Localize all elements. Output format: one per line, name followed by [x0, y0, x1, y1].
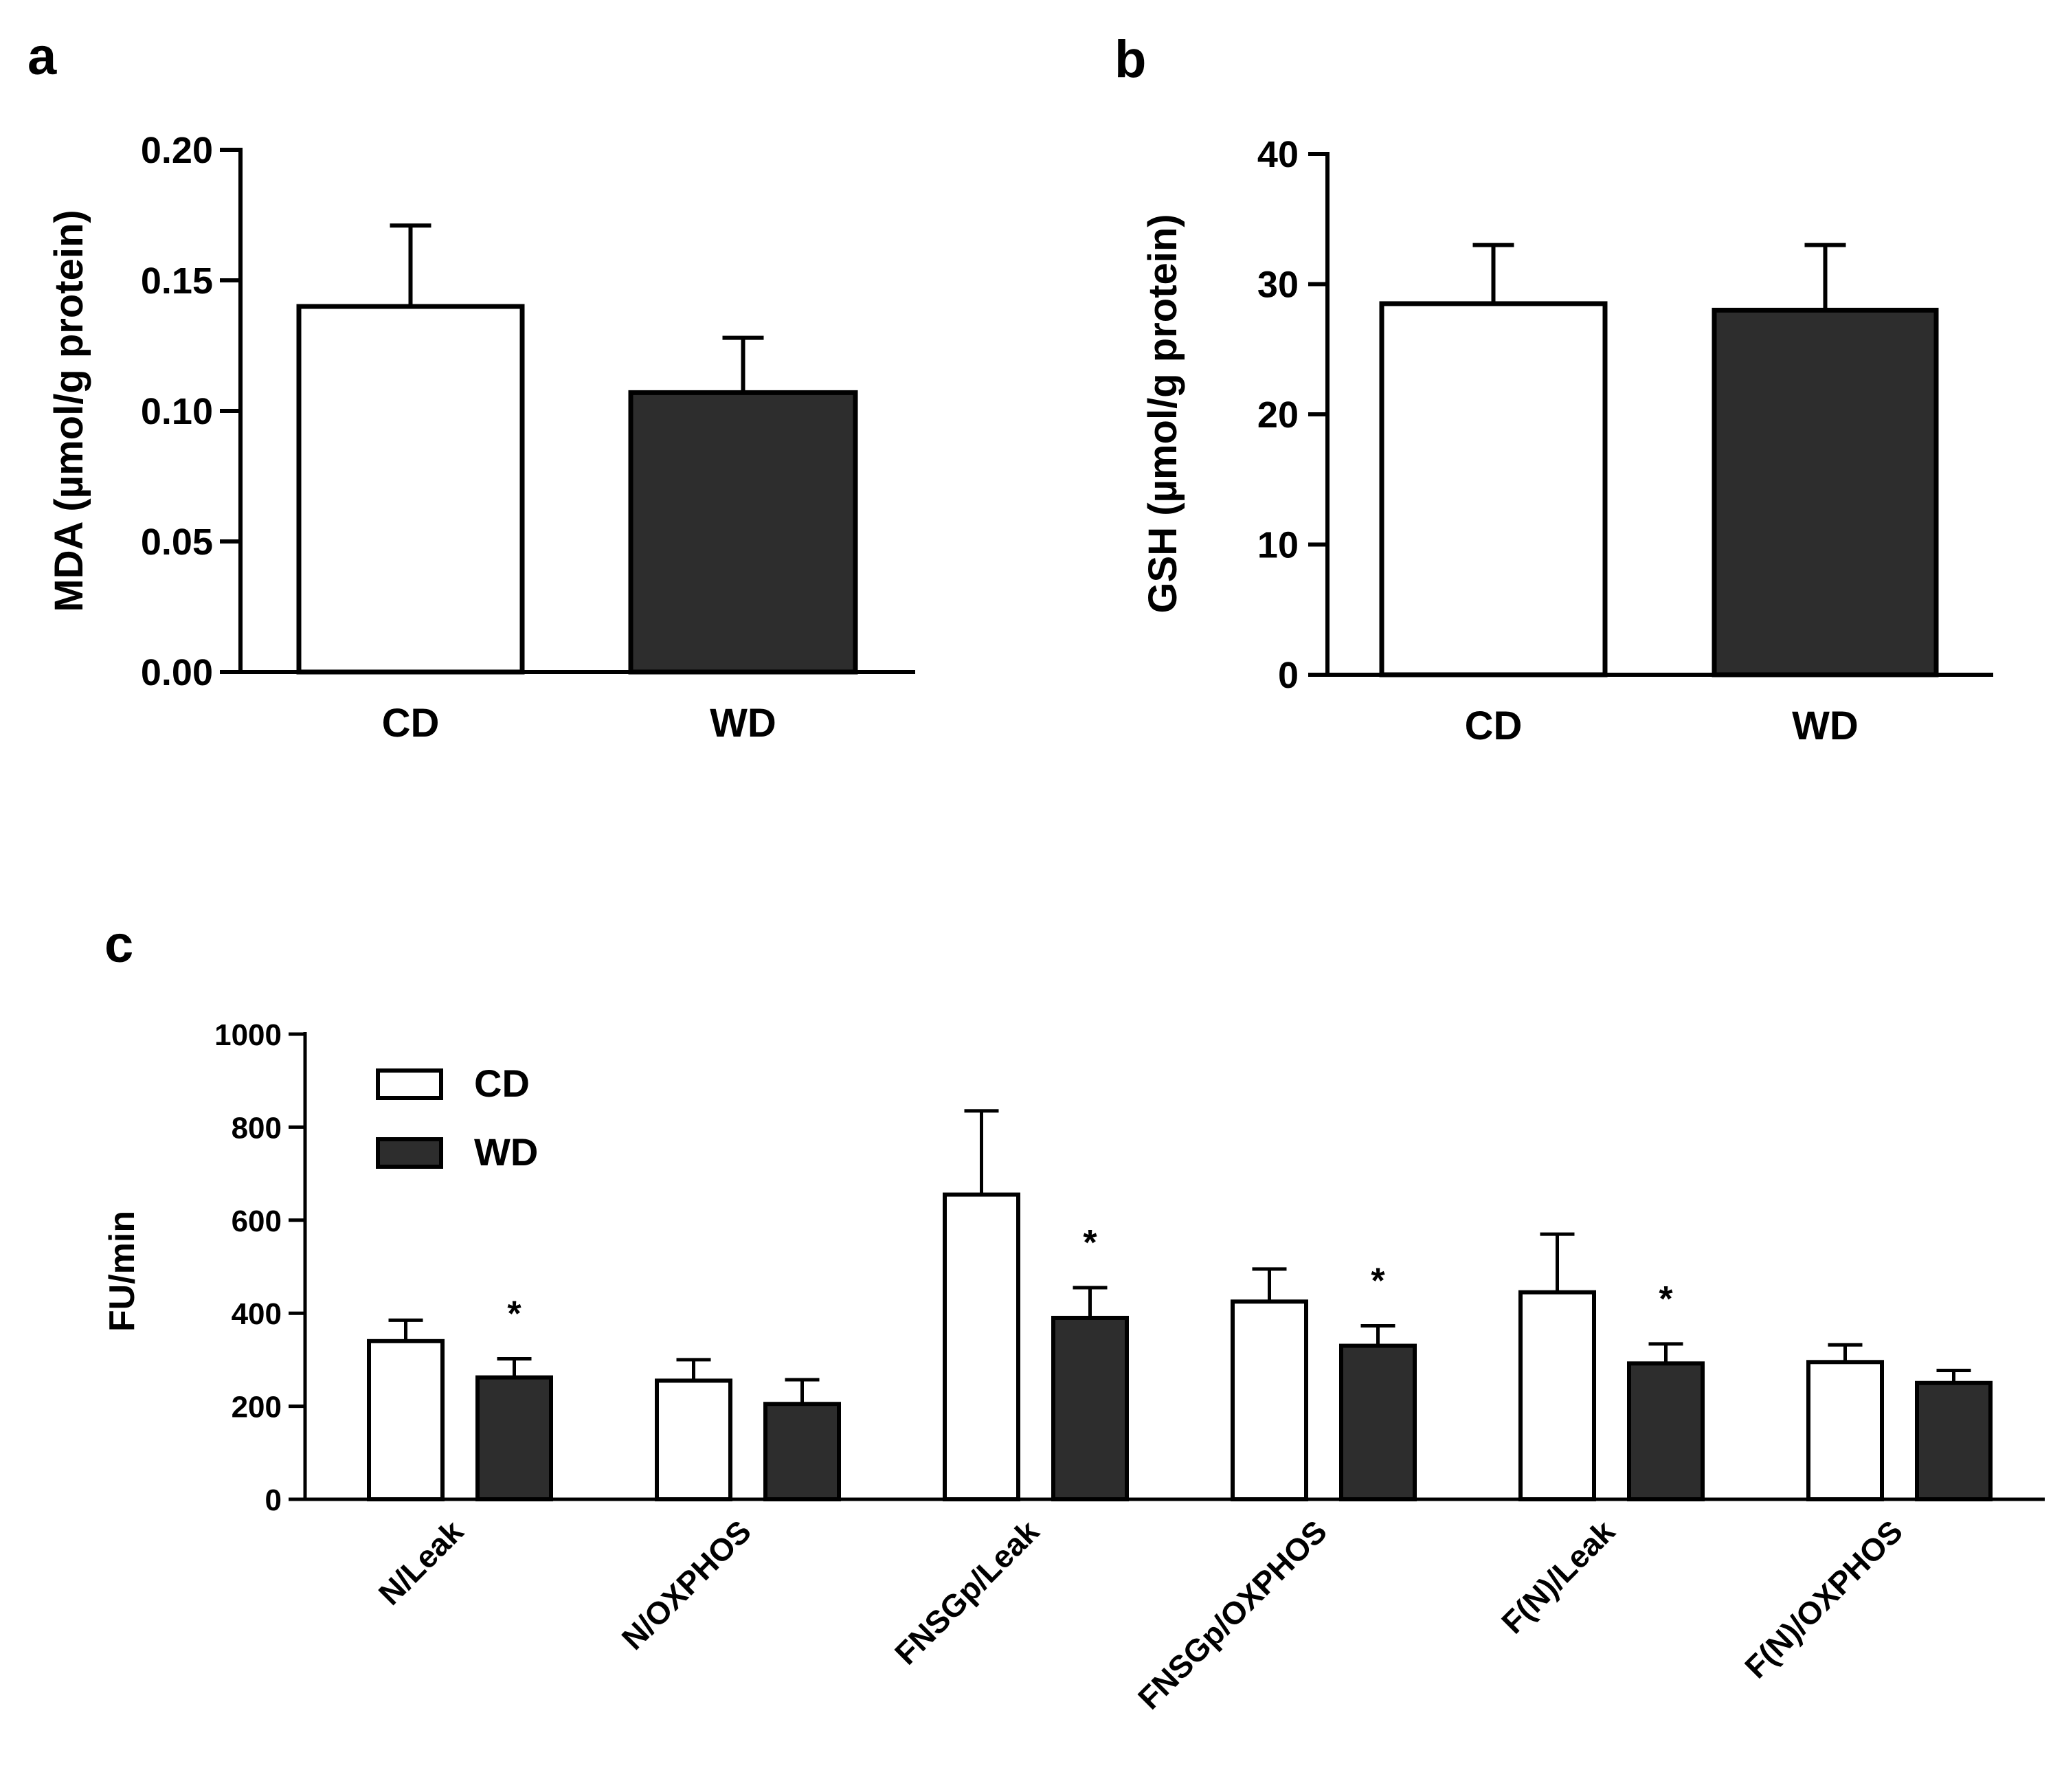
- panel-b-y-axis-title: GSH (µmol/g protein): [1141, 214, 1185, 613]
- panel-c-category-label: N/OXPHOS: [615, 1513, 758, 1656]
- panel-a-y-tick-label: 0.05: [141, 522, 213, 563]
- panel-c-category-label: F(N)/OXPHOS: [1738, 1513, 1909, 1685]
- panel-a-category-label: CD: [382, 701, 440, 746]
- panel-c-bar-wd: [475, 1375, 553, 1501]
- panel-a-bar-wd: [628, 390, 858, 675]
- panel-a-y-tick-label: 0.10: [141, 391, 213, 432]
- panel-a-y-tick-label: 0.15: [141, 260, 213, 302]
- panel-c-bar-cd: [655, 1378, 732, 1501]
- panel-a-letter: a: [27, 27, 57, 86]
- panel-c-legend-swatch-wd: [376, 1137, 443, 1169]
- panel-c-y-tick-label: 400: [232, 1297, 282, 1331]
- panel-a-category-label: WD: [710, 701, 776, 746]
- panel-c-significance-marker: *: [1659, 1279, 1673, 1319]
- panel-c-bar-cd: [1806, 1360, 1884, 1502]
- panel-c-significance-marker: *: [1083, 1223, 1097, 1263]
- panel-b-bar-cd: [1379, 301, 1608, 677]
- panel-c: c * N/Leak N/OXPHOS * FNSGp/Leak * FNSGp/OXPHO…: [102, 915, 2045, 1716]
- panel-b-y-tick-label: 0: [1278, 655, 1299, 696]
- panel-c-bar-wd: [1915, 1380, 1993, 1501]
- panel-b-y-tick-label: 30: [1257, 265, 1299, 306]
- panel-c-category-label: N/Leak: [372, 1513, 471, 1612]
- panel-c-y-axis-title: FU/min: [102, 1211, 142, 1332]
- panel-b-y-tick-label: 40: [1257, 134, 1299, 175]
- panel-c-bar-wd: [1051, 1315, 1129, 1501]
- panel-b-y-tick-label: 20: [1257, 394, 1299, 436]
- panel-c-bar-cd: [943, 1192, 1020, 1501]
- panel-c-category-label: FNSGp/Leak: [888, 1513, 1046, 1671]
- panel-c-letter: c: [104, 915, 133, 974]
- panel-c-y-tick-label: 200: [232, 1391, 282, 1424]
- panel-c-y-tick-label: 0: [265, 1483, 282, 1517]
- panel-c-bar-wd: [1627, 1361, 1705, 1502]
- panel-b-y-tick-label: 10: [1257, 525, 1299, 566]
- panel-c-y-tick-label: 600: [232, 1205, 282, 1238]
- panel-c-bar-cd: [1518, 1290, 1596, 1501]
- panel-a-y-tick-label: 0.00: [141, 652, 213, 693]
- panel-c-bar-cd: [367, 1339, 445, 1501]
- panel-a-y-tick-label: 0.20: [141, 130, 213, 171]
- panel-a-y-axis-title: MDA (µmol/g protein): [47, 210, 91, 612]
- panel-c-bar-wd: [763, 1402, 841, 1501]
- panel-b-category-label: WD: [1792, 704, 1859, 748]
- panel-b-letter: b: [1114, 30, 1146, 89]
- panel-c-significance-marker: *: [1371, 1261, 1385, 1301]
- panel-c-category-label: F(N)/Leak: [1494, 1513, 1622, 1640]
- panel-c-bar-wd: [1339, 1343, 1417, 1501]
- panel-c-legend-swatch-cd: [376, 1068, 443, 1100]
- panel-c-bar-cd: [1231, 1299, 1308, 1502]
- panel-c-legend-label: CD: [474, 1062, 530, 1105]
- panel-b: b CD WD 0 10 20 30 40 GSH (µmol/g protein): [1114, 30, 1993, 748]
- panel-c-legend-label: WD: [474, 1130, 538, 1174]
- panel-b-bar-wd: [1712, 307, 1939, 677]
- panel-c-y-tick-label: 800: [232, 1111, 282, 1145]
- panel-c-y-tick-label: 1000: [214, 1018, 282, 1052]
- panel-c-significance-marker: *: [507, 1295, 521, 1334]
- panel-a: a CD WD 0.00 0.05 0.10 0.15 0.20 MDA (µmol/g pr…: [27, 27, 915, 746]
- panel-b-category-label: CD: [1465, 704, 1523, 748]
- panel-c-category-label: FNSGp/OXPHOS: [1131, 1513, 1334, 1716]
- panel-a-bar-cd: [296, 304, 525, 675]
